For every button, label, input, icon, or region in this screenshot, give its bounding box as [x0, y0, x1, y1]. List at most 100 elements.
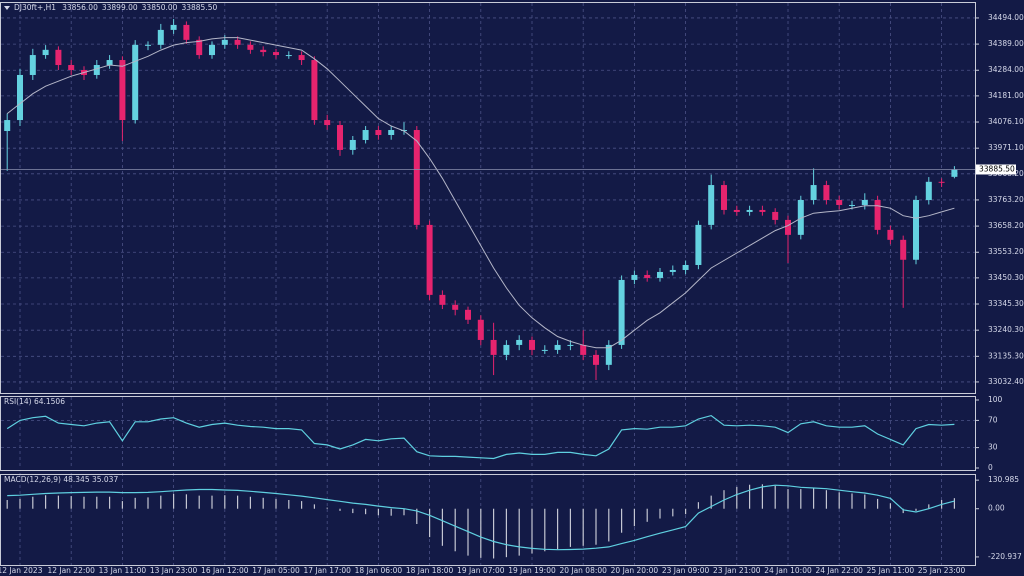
candle-body: [273, 52, 279, 56]
candle-body: [541, 349, 548, 351]
macd-histogram-bar: [83, 496, 85, 509]
macd-histogram-bar: [518, 508, 520, 556]
candle-body: [836, 199, 843, 205]
candle-body: [349, 139, 356, 150]
symbol-menu-icon[interactable]: [4, 6, 10, 10]
candle-body: [375, 130, 382, 135]
macd-histogram-bar: [838, 492, 840, 509]
macd-histogram-bar: [582, 508, 584, 546]
macd-histogram-bar: [493, 508, 495, 559]
macd-histogram-bar: [249, 496, 251, 509]
macd-histogram-bar: [813, 488, 815, 509]
macd-histogram-bar: [134, 497, 136, 509]
x-tick-label: 17 Jan 05:00: [252, 566, 300, 575]
macd-histogram-bar: [32, 496, 34, 509]
macd-histogram-bar: [45, 495, 47, 509]
macd-histogram-bar: [224, 495, 226, 509]
macd-histogram-bar: [902, 508, 904, 514]
macd-histogram-bar: [928, 504, 930, 509]
open-label: 33856.00: [62, 3, 98, 12]
macd-histogram-bar: [864, 494, 866, 509]
candle-body: [260, 49, 267, 53]
macd-histogram-bar: [659, 508, 661, 519]
macd-histogram-bar: [441, 508, 443, 546]
macd-histogram-bar: [569, 508, 571, 547]
candle-body: [605, 344, 612, 365]
candle-body: [477, 319, 484, 340]
candle-body: [324, 120, 331, 126]
candle-body: [17, 74, 23, 121]
macd-signal-line: [7, 484, 955, 551]
macd-histogram-bar: [57, 495, 59, 509]
candle-body: [925, 181, 932, 200]
y-tick-label: 130.985: [988, 475, 1019, 484]
macd-histogram-bar: [211, 495, 213, 509]
macd-histogram-bar: [377, 508, 379, 516]
rsi-title: RSI(14) 64.1506: [4, 397, 65, 406]
macd-histogram-bar: [953, 498, 955, 509]
x-tick-label: 25 Jan 11:00: [867, 566, 915, 575]
x-tick-label: 25 Jan 23:00: [918, 566, 966, 575]
y-tick-label: -220.937: [988, 552, 1022, 561]
y-tick-label: 34284.00: [988, 65, 1024, 74]
x-tick-label: 13 Jan 11:00: [99, 566, 147, 575]
macd-histogram-bar: [531, 508, 533, 554]
candle-body: [426, 224, 433, 295]
macd-histogram-bar: [339, 508, 341, 511]
x-tick-label: 23 Jan 09:00: [662, 566, 710, 575]
candle-body: [490, 339, 497, 355]
macd-histogram-bar: [185, 494, 187, 509]
macd-histogram-bar: [275, 498, 277, 509]
candle-body: [439, 294, 446, 305]
x-tick-label: 19 Jan 19:00: [508, 566, 556, 575]
chart-title: DJ30ft+,H1 33856.00 33899.00 33850.00 33885.…: [14, 3, 217, 12]
y-tick-label: 34076.10: [988, 117, 1024, 126]
candle-body: [593, 354, 599, 365]
macd-histogram-bar: [774, 485, 776, 509]
candle-body: [221, 39, 228, 45]
candle-body: [759, 209, 766, 212]
candle-body: [529, 339, 535, 350]
candle-body: [516, 339, 523, 345]
candle-body: [823, 185, 830, 200]
y-tick-label: 33345.30: [988, 299, 1024, 308]
candle-body: [913, 199, 919, 260]
symbol: DJ30ft+,H1: [14, 3, 56, 12]
y-tick-label: 33032.40: [988, 377, 1024, 386]
macd-histogram-bar: [19, 498, 21, 509]
candle-body: [388, 130, 395, 135]
candle-body: [682, 264, 689, 270]
macd-histogram-bar: [646, 508, 648, 522]
candle-body: [452, 304, 459, 310]
macd-histogram-bar: [326, 507, 328, 509]
macd-histogram-bar: [608, 508, 610, 542]
candle-body: [567, 344, 574, 346]
macd-histogram-bar: [685, 508, 687, 515]
candle-body: [669, 269, 676, 272]
macd-histogram-bar: [173, 493, 175, 509]
macd-title: MACD(12,26,9) 48.345 35.037: [4, 475, 118, 484]
candle-body: [785, 219, 791, 235]
macd-histogram-bar: [710, 495, 712, 509]
y-tick-label: 70: [988, 415, 998, 424]
candle-body: [106, 60, 113, 66]
candle-body: [209, 44, 215, 56]
macd-histogram-bar: [787, 489, 789, 509]
candle-body: [849, 204, 855, 206]
macd-histogram-bar: [237, 495, 239, 509]
x-tick-label: 12 Jan 22:00: [47, 566, 95, 575]
candle-body: [580, 344, 587, 355]
y-tick-label: 0: [988, 463, 993, 472]
candle-body: [132, 44, 139, 121]
y-tick-label: 34181.00: [988, 91, 1024, 100]
macd-histogram-bar: [736, 486, 738, 509]
y-tick-label: 34494.00: [988, 13, 1024, 22]
macd-histogram-bar: [429, 508, 431, 538]
macd-histogram-bar: [403, 508, 405, 516]
main-frame: [0, 2, 976, 394]
x-tick-label: 13 Jan 23:00: [150, 566, 198, 575]
macd-histogram-bar: [825, 490, 827, 509]
